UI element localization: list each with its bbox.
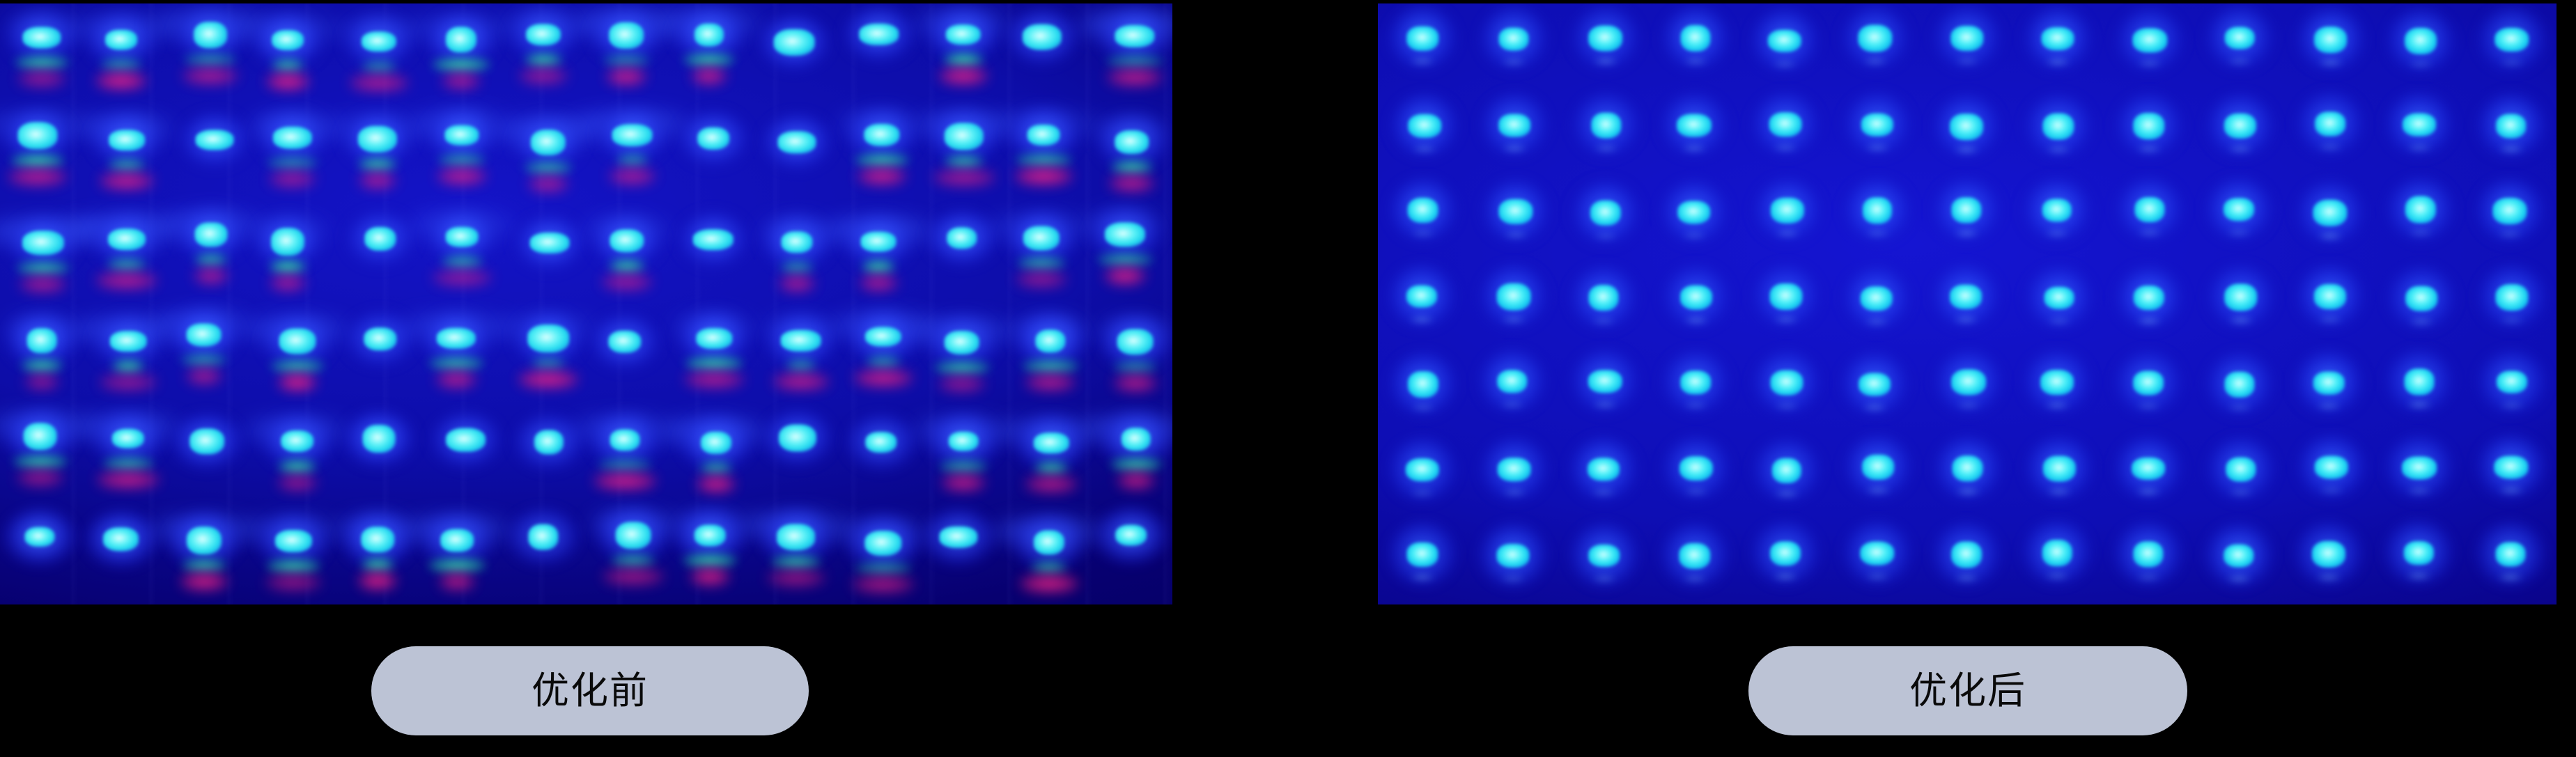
caption-label-after: 优化后 (1909, 669, 2026, 712)
panel-background-after (1378, 3, 2556, 604)
caption-pill-before: 优化前 (371, 646, 809, 735)
led-panel-after-optimization (1378, 3, 2556, 604)
panel-background-before (0, 3, 1172, 604)
led-panel-before-optimization (0, 3, 1172, 604)
panel-banding-before (0, 3, 1172, 604)
caption-pill-after: 优化后 (1748, 646, 2187, 735)
caption-label-before: 优化前 (532, 669, 649, 712)
